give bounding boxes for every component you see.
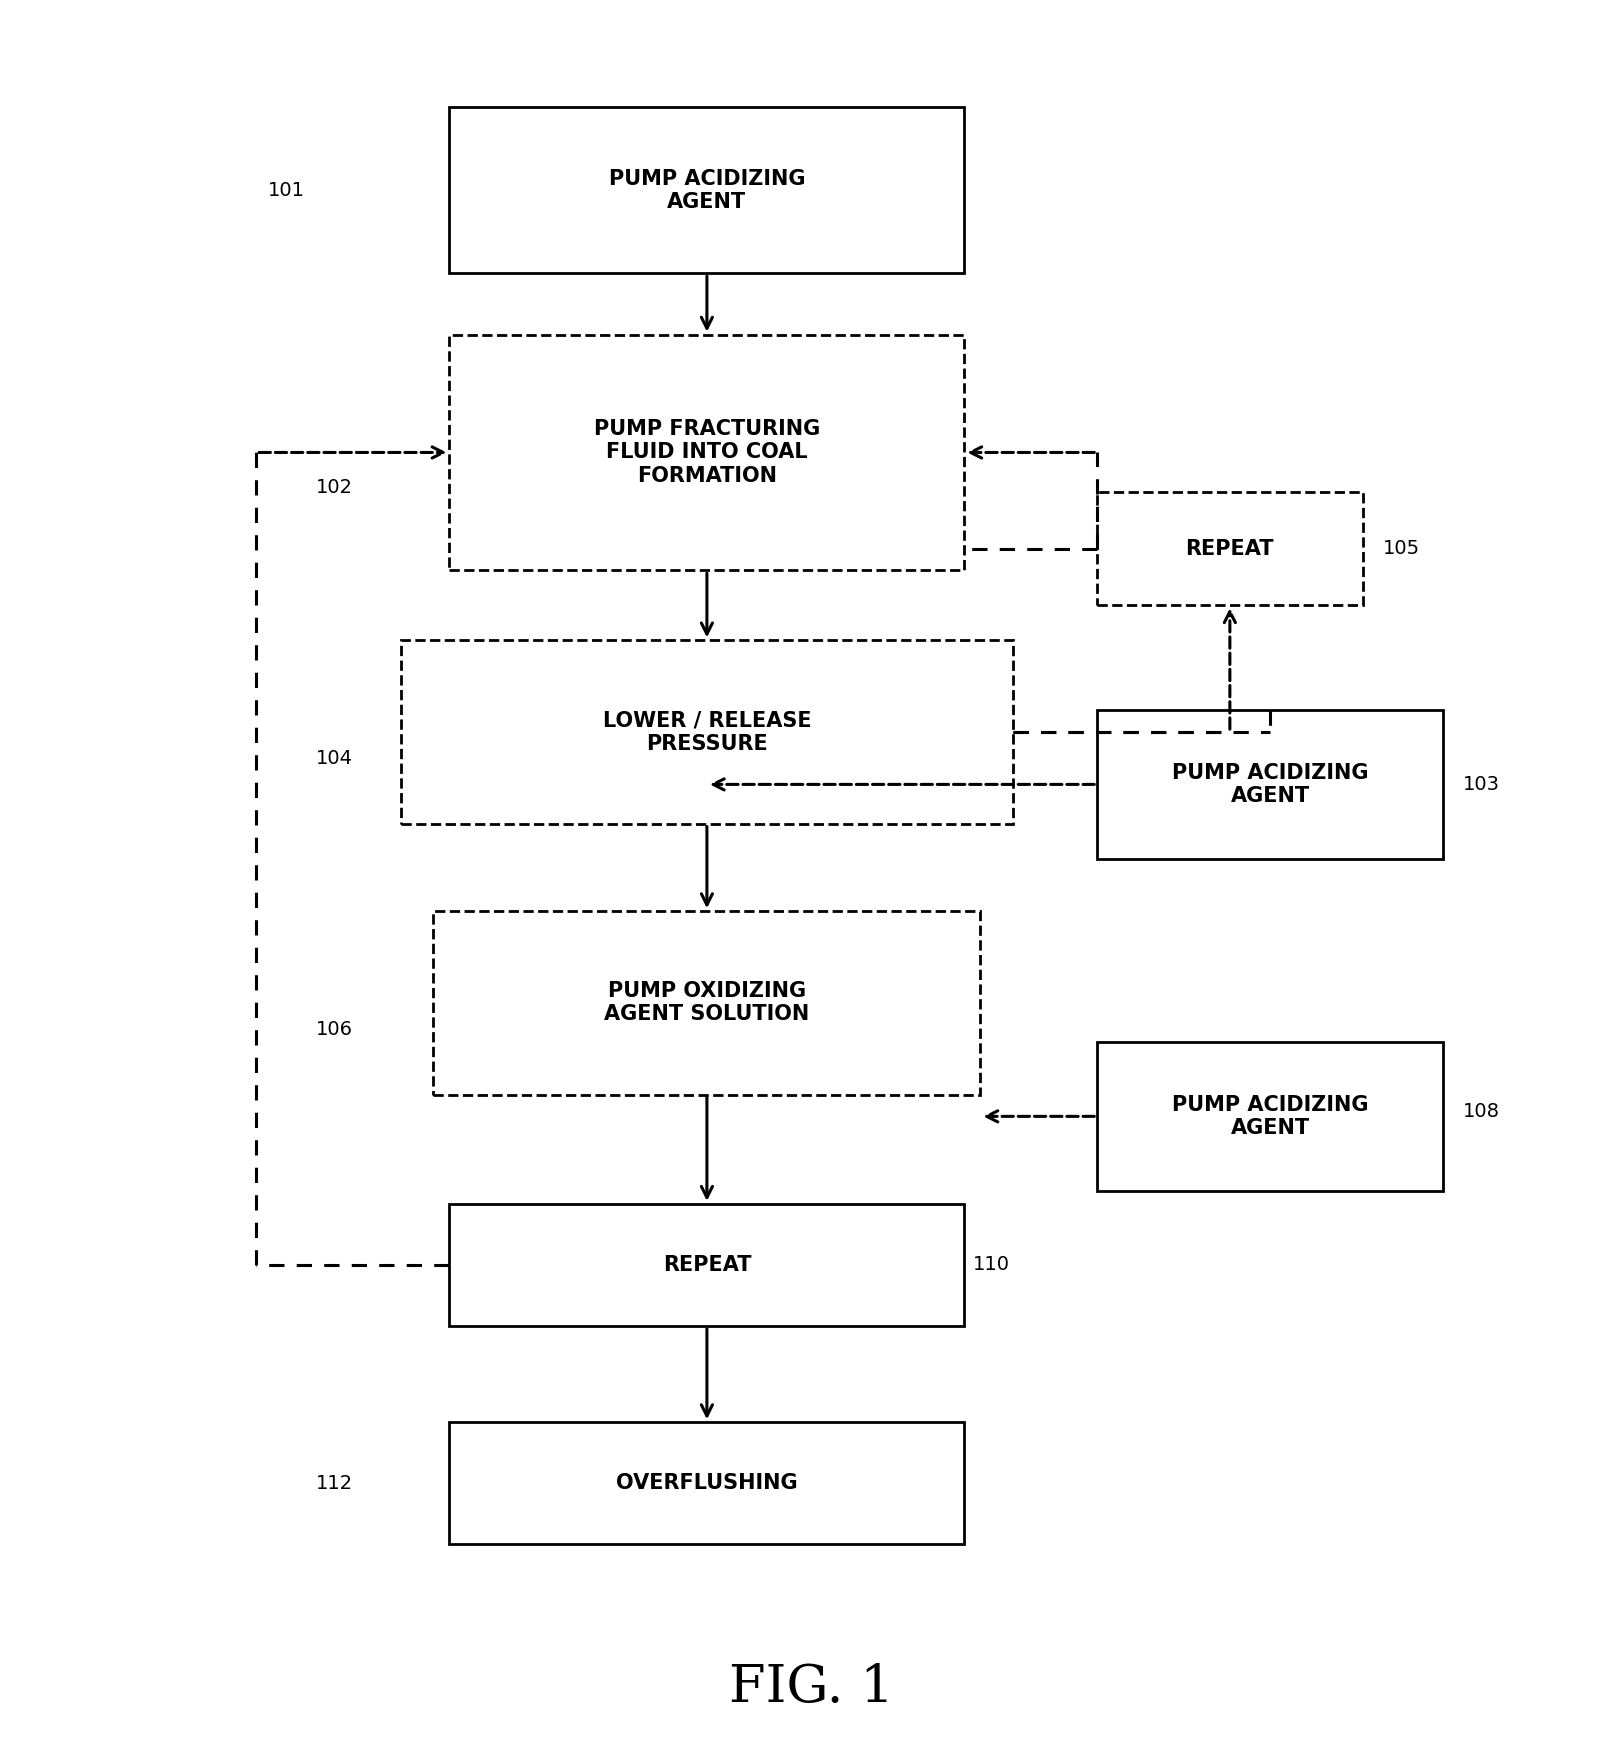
FancyBboxPatch shape — [450, 107, 964, 273]
Text: 106: 106 — [316, 1020, 352, 1039]
Text: 103: 103 — [1464, 775, 1500, 794]
FancyBboxPatch shape — [433, 910, 980, 1095]
Text: 102: 102 — [316, 477, 352, 497]
Text: LOWER / RELEASE
PRESSURE: LOWER / RELEASE PRESSURE — [602, 710, 812, 754]
Text: 104: 104 — [316, 748, 352, 768]
Text: PUMP FRACTURING
FLUID INTO COAL
FORMATION: PUMP FRACTURING FLUID INTO COAL FORMATIO… — [594, 419, 820, 486]
FancyBboxPatch shape — [1097, 1043, 1443, 1190]
Text: 105: 105 — [1383, 539, 1420, 558]
FancyBboxPatch shape — [450, 1423, 964, 1544]
Text: PUMP ACIDIZING
AGENT: PUMP ACIDIZING AGENT — [609, 169, 805, 211]
Text: REPEAT: REPEAT — [1186, 539, 1274, 558]
Text: 101: 101 — [268, 181, 305, 201]
Text: 110: 110 — [972, 1256, 1010, 1275]
Text: 108: 108 — [1464, 1102, 1500, 1120]
Text: PUMP ACIDIZING
AGENT: PUMP ACIDIZING AGENT — [1172, 763, 1368, 807]
FancyBboxPatch shape — [1097, 491, 1363, 606]
Text: PUMP ACIDIZING
AGENT: PUMP ACIDIZING AGENT — [1172, 1095, 1368, 1138]
Text: REPEAT: REPEAT — [662, 1256, 751, 1275]
Text: OVERFLUSHING: OVERFLUSHING — [617, 1474, 799, 1493]
Text: 112: 112 — [316, 1474, 352, 1493]
FancyBboxPatch shape — [450, 335, 964, 571]
Text: PUMP OXIDIZING
AGENT SOLUTION: PUMP OXIDIZING AGENT SOLUTION — [604, 981, 810, 1025]
FancyBboxPatch shape — [450, 1205, 964, 1326]
FancyBboxPatch shape — [401, 641, 1013, 824]
FancyBboxPatch shape — [1097, 710, 1443, 859]
Text: FIG. 1: FIG. 1 — [729, 1662, 894, 1713]
